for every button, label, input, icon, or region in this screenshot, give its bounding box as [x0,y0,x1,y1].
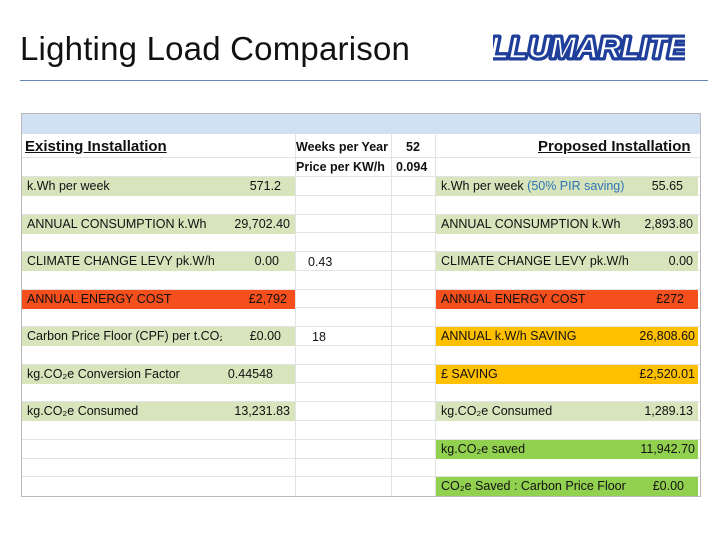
grid-line [22,439,700,440]
proposed-climate-levy-value: 0.00 [628,252,698,271]
existing-co2e-consumed-value: 13,231.83 [217,402,295,421]
grid-line [22,401,700,402]
grid-line [22,364,700,365]
existing-kwh-per-week-value: 571.2 [222,177,295,196]
grid-line [22,476,700,477]
grid-line [435,134,436,496]
spreadsheet-table: Existing Installation Weeks per Year 52 … [21,113,701,497]
slide-title: Lighting Load Comparison [20,30,411,67]
pir-saving-note: (50% PIR saving) [527,179,625,193]
existing-annual-consumption-value: 29,702.40 [217,215,295,234]
annual-kwh-saving-value: 26,808.60 [618,327,698,346]
price-per-kwh-label: Price per KW/h [296,160,385,174]
svg-text:LLUMARLITE: LLUMARLITE [493,30,685,65]
title-divider [20,80,708,81]
price-per-kwh-value: 0.094 [396,160,428,174]
existing-conversion-factor-value: 0.44548 [222,365,295,384]
grid-line [391,134,392,496]
grid-line [22,382,700,383]
grid-line [22,458,700,459]
grid-line [22,420,700,421]
grid-line [22,307,700,308]
pound-saving-value: £2,520.01 [618,365,698,384]
existing-annual-energy-cost-value: £2,792 [222,290,295,309]
grid-line [22,270,700,271]
grid-line [22,289,700,290]
grid-line [22,157,700,158]
carbon-price-floor-rate: 18 [312,330,326,344]
grid-line [22,195,700,196]
proposed-kwh-per-week-label: k.Wh per week [441,179,524,193]
grid-line [22,326,700,327]
proposed-installation-heading: Proposed Installation [538,138,691,155]
weeks-per-year-value: 52 [406,140,420,154]
grid-line [22,232,700,233]
grid-line [22,251,700,252]
existing-carbon-price-floor-value: £0.00 [222,327,295,346]
proposed-annual-consumption-value: 2,893.80 [628,215,698,234]
sheet-top-band [22,114,700,134]
proposed-annual-energy-cost-value: £272 [628,290,698,309]
llumarlite-logo: LLUMARLITE LLUMARLITE [493,26,685,68]
weeks-per-year-label: Weeks per Year [296,140,388,154]
svg-text:LLUMARLITE: LLUMARLITE [493,30,685,65]
grid-line [22,214,700,215]
grid-line [22,176,700,177]
proposed-kwh-per-week-value: 55.65 [632,177,698,196]
existing-climate-levy-value: 0.00 [222,252,295,271]
grid-line [22,345,700,346]
existing-installation-heading: Existing Installation [25,138,167,155]
grid-line [295,134,296,496]
co2e-saved-value: 11,942.70 [618,440,698,459]
co2e-saved-cpf-value: £0.00 [628,477,698,496]
proposed-co2e-consumed-value: 1,289.13 [628,402,698,421]
logo-graphic: LLUMARLITE LLUMARLITE [493,28,685,68]
climate-levy-rate: 0.43 [308,255,333,269]
